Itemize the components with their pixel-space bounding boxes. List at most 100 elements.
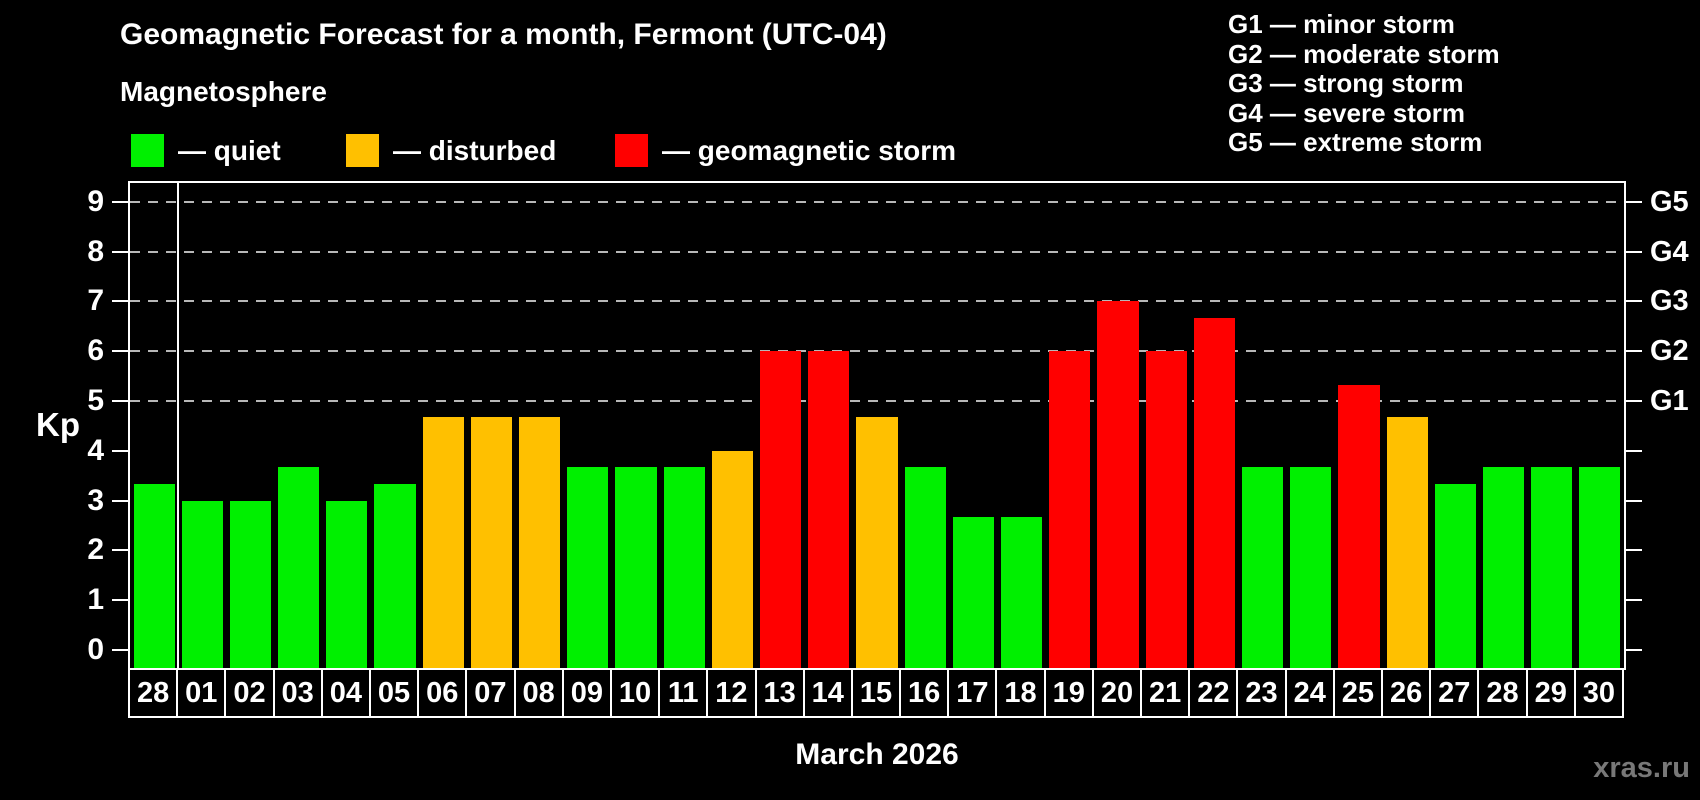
g-axis-label-g4: G4 <box>1650 235 1689 268</box>
g-axis-label-g5: G5 <box>1650 185 1689 218</box>
kp-bar-28 <box>133 484 175 668</box>
y-tick-8 <box>112 250 128 253</box>
y-tick-0 <box>112 649 128 651</box>
legend-item-storm: — geomagnetic storm <box>615 134 956 167</box>
date-label-2-02: 02 <box>224 668 275 718</box>
date-label-25-25: 25 <box>1332 668 1384 718</box>
date-label-29-29: 29 <box>1525 668 1576 718</box>
kp-bar-07 <box>470 417 513 668</box>
y-tick-5 <box>112 400 128 402</box>
g1-legend-line: G1 — minor storm <box>1228 9 1455 39</box>
storm-swatch-icon <box>615 134 648 167</box>
g-axis-label-g2: G2 <box>1650 335 1689 368</box>
y-tick-label-9: 9 <box>87 184 104 218</box>
legend-label-disturbed: — disturbed <box>393 135 557 166</box>
g-tick-6 <box>1626 350 1642 353</box>
legend-label-quiet: — quiet <box>178 135 281 166</box>
g5-legend-line: G5 — extreme storm <box>1228 127 1483 158</box>
page-title: Geomagnetic Forecast for a month, Fermon… <box>120 18 887 51</box>
magnetosphere-subtitle: Magnetosphere <box>120 76 327 107</box>
kp-bar-03 <box>278 467 320 668</box>
date-label-30-30: 30 <box>1573 668 1624 718</box>
legend-item-disturbed: — disturbed <box>346 134 556 167</box>
date-label-16-16: 16 <box>899 668 950 718</box>
y-tick-1 <box>112 599 128 602</box>
month-separator-line <box>177 183 180 668</box>
kp-bar-08 <box>519 417 561 668</box>
date-label-7-07: 07 <box>465 668 516 718</box>
g3-legend-line: G3 — strong storm <box>1228 68 1464 99</box>
g-tick-8 <box>1626 250 1642 253</box>
date-label-27-27: 27 <box>1429 668 1480 718</box>
g4-legend-line: G4 — severe storm <box>1228 97 1466 128</box>
date-label-21-21: 21 <box>1140 668 1191 718</box>
y-tick-label-6: 6 <box>87 334 104 368</box>
date-label-12-12: 12 <box>706 668 757 718</box>
date-label-26-26: 26 <box>1381 668 1432 718</box>
kp-bar-18 <box>1000 517 1043 668</box>
y-tick-3 <box>112 499 128 502</box>
y-tick-label-0: 0 <box>87 633 104 666</box>
y-tick-label-2: 2 <box>87 533 104 567</box>
y-tick-6 <box>112 350 128 353</box>
watermark: xras.ru <box>1593 752 1690 784</box>
kp-bar-19 <box>1049 351 1091 668</box>
legend-label-storm: — geomagnetic storm <box>662 135 957 166</box>
grid-line-kp5 <box>130 400 1624 402</box>
grid-line-kp7 <box>130 300 1624 303</box>
date-label-5-05: 05 <box>368 668 420 718</box>
grid-line-kp6 <box>130 350 1624 353</box>
x-axis: 28 01 02 03 04 05 06 07 08 09 10 11 12 13 14 15 16 17 18 19… <box>128 668 1626 718</box>
kp-bar-28 <box>1482 467 1525 668</box>
grid-line-kp8 <box>130 250 1624 253</box>
date-label-10-10: 10 <box>609 668 661 718</box>
kp-bar-27 <box>1434 484 1476 668</box>
date-label-3-03: 03 <box>272 668 323 718</box>
kp-bar-15 <box>856 417 898 668</box>
g-tick-1 <box>1626 599 1642 602</box>
y-tick-label-7: 7 <box>87 284 104 318</box>
date-label-11-11: 11 <box>658 668 709 718</box>
date-label-1-01: 01 <box>176 668 227 718</box>
date-label-13-13: 13 <box>754 668 805 718</box>
plot-area <box>128 181 1626 670</box>
kp-bar-10 <box>615 467 657 668</box>
date-label-20-20: 20 <box>1091 668 1143 718</box>
date-label-19-19: 19 <box>1043 668 1094 718</box>
grid-line-kp9 <box>130 200 1624 203</box>
y-tick-label-3: 3 <box>87 483 104 517</box>
kp-bar-24 <box>1290 467 1332 668</box>
date-label-18-18: 18 <box>995 668 1046 718</box>
y-tick-7 <box>112 300 128 303</box>
kp-bar-21 <box>1145 351 1187 668</box>
kp-bar-04 <box>326 500 368 668</box>
g-tick-5 <box>1626 400 1642 402</box>
g-tick-9 <box>1626 200 1642 203</box>
kp-bar-29 <box>1531 467 1573 668</box>
y-tick-9 <box>112 200 128 203</box>
date-label-23-23: 23 <box>1236 668 1287 718</box>
kp-bar-30 <box>1579 467 1621 668</box>
kp-bar-12 <box>711 450 753 668</box>
y-tick-4 <box>112 449 128 452</box>
date-label-15-15: 15 <box>850 668 902 718</box>
y-tick-label-5: 5 <box>87 384 104 417</box>
kp-bar-06 <box>422 417 464 668</box>
g-tick-3 <box>1626 499 1642 502</box>
date-label-17-17: 17 <box>947 668 998 718</box>
kp-bar-16 <box>904 467 946 668</box>
kp-bar-20 <box>1097 301 1139 668</box>
g-tick-0 <box>1626 649 1642 651</box>
x-axis-title: March 2026 <box>795 738 959 771</box>
kp-bar-25 <box>1338 384 1380 668</box>
date-label-9-09: 09 <box>561 668 612 718</box>
kp-bar-23 <box>1241 467 1284 668</box>
g-scale-legend: G1 — minor storm G2 — moderate storm G3 … <box>1228 9 1500 158</box>
g-axis-label-g1: G1 <box>1650 385 1689 417</box>
date-label-8-08: 08 <box>513 668 564 718</box>
legend-item-quiet: — quiet <box>131 134 281 167</box>
disturbed-swatch-icon <box>346 134 379 167</box>
y-tick-2 <box>112 549 128 552</box>
kp-bar-14 <box>808 351 850 668</box>
